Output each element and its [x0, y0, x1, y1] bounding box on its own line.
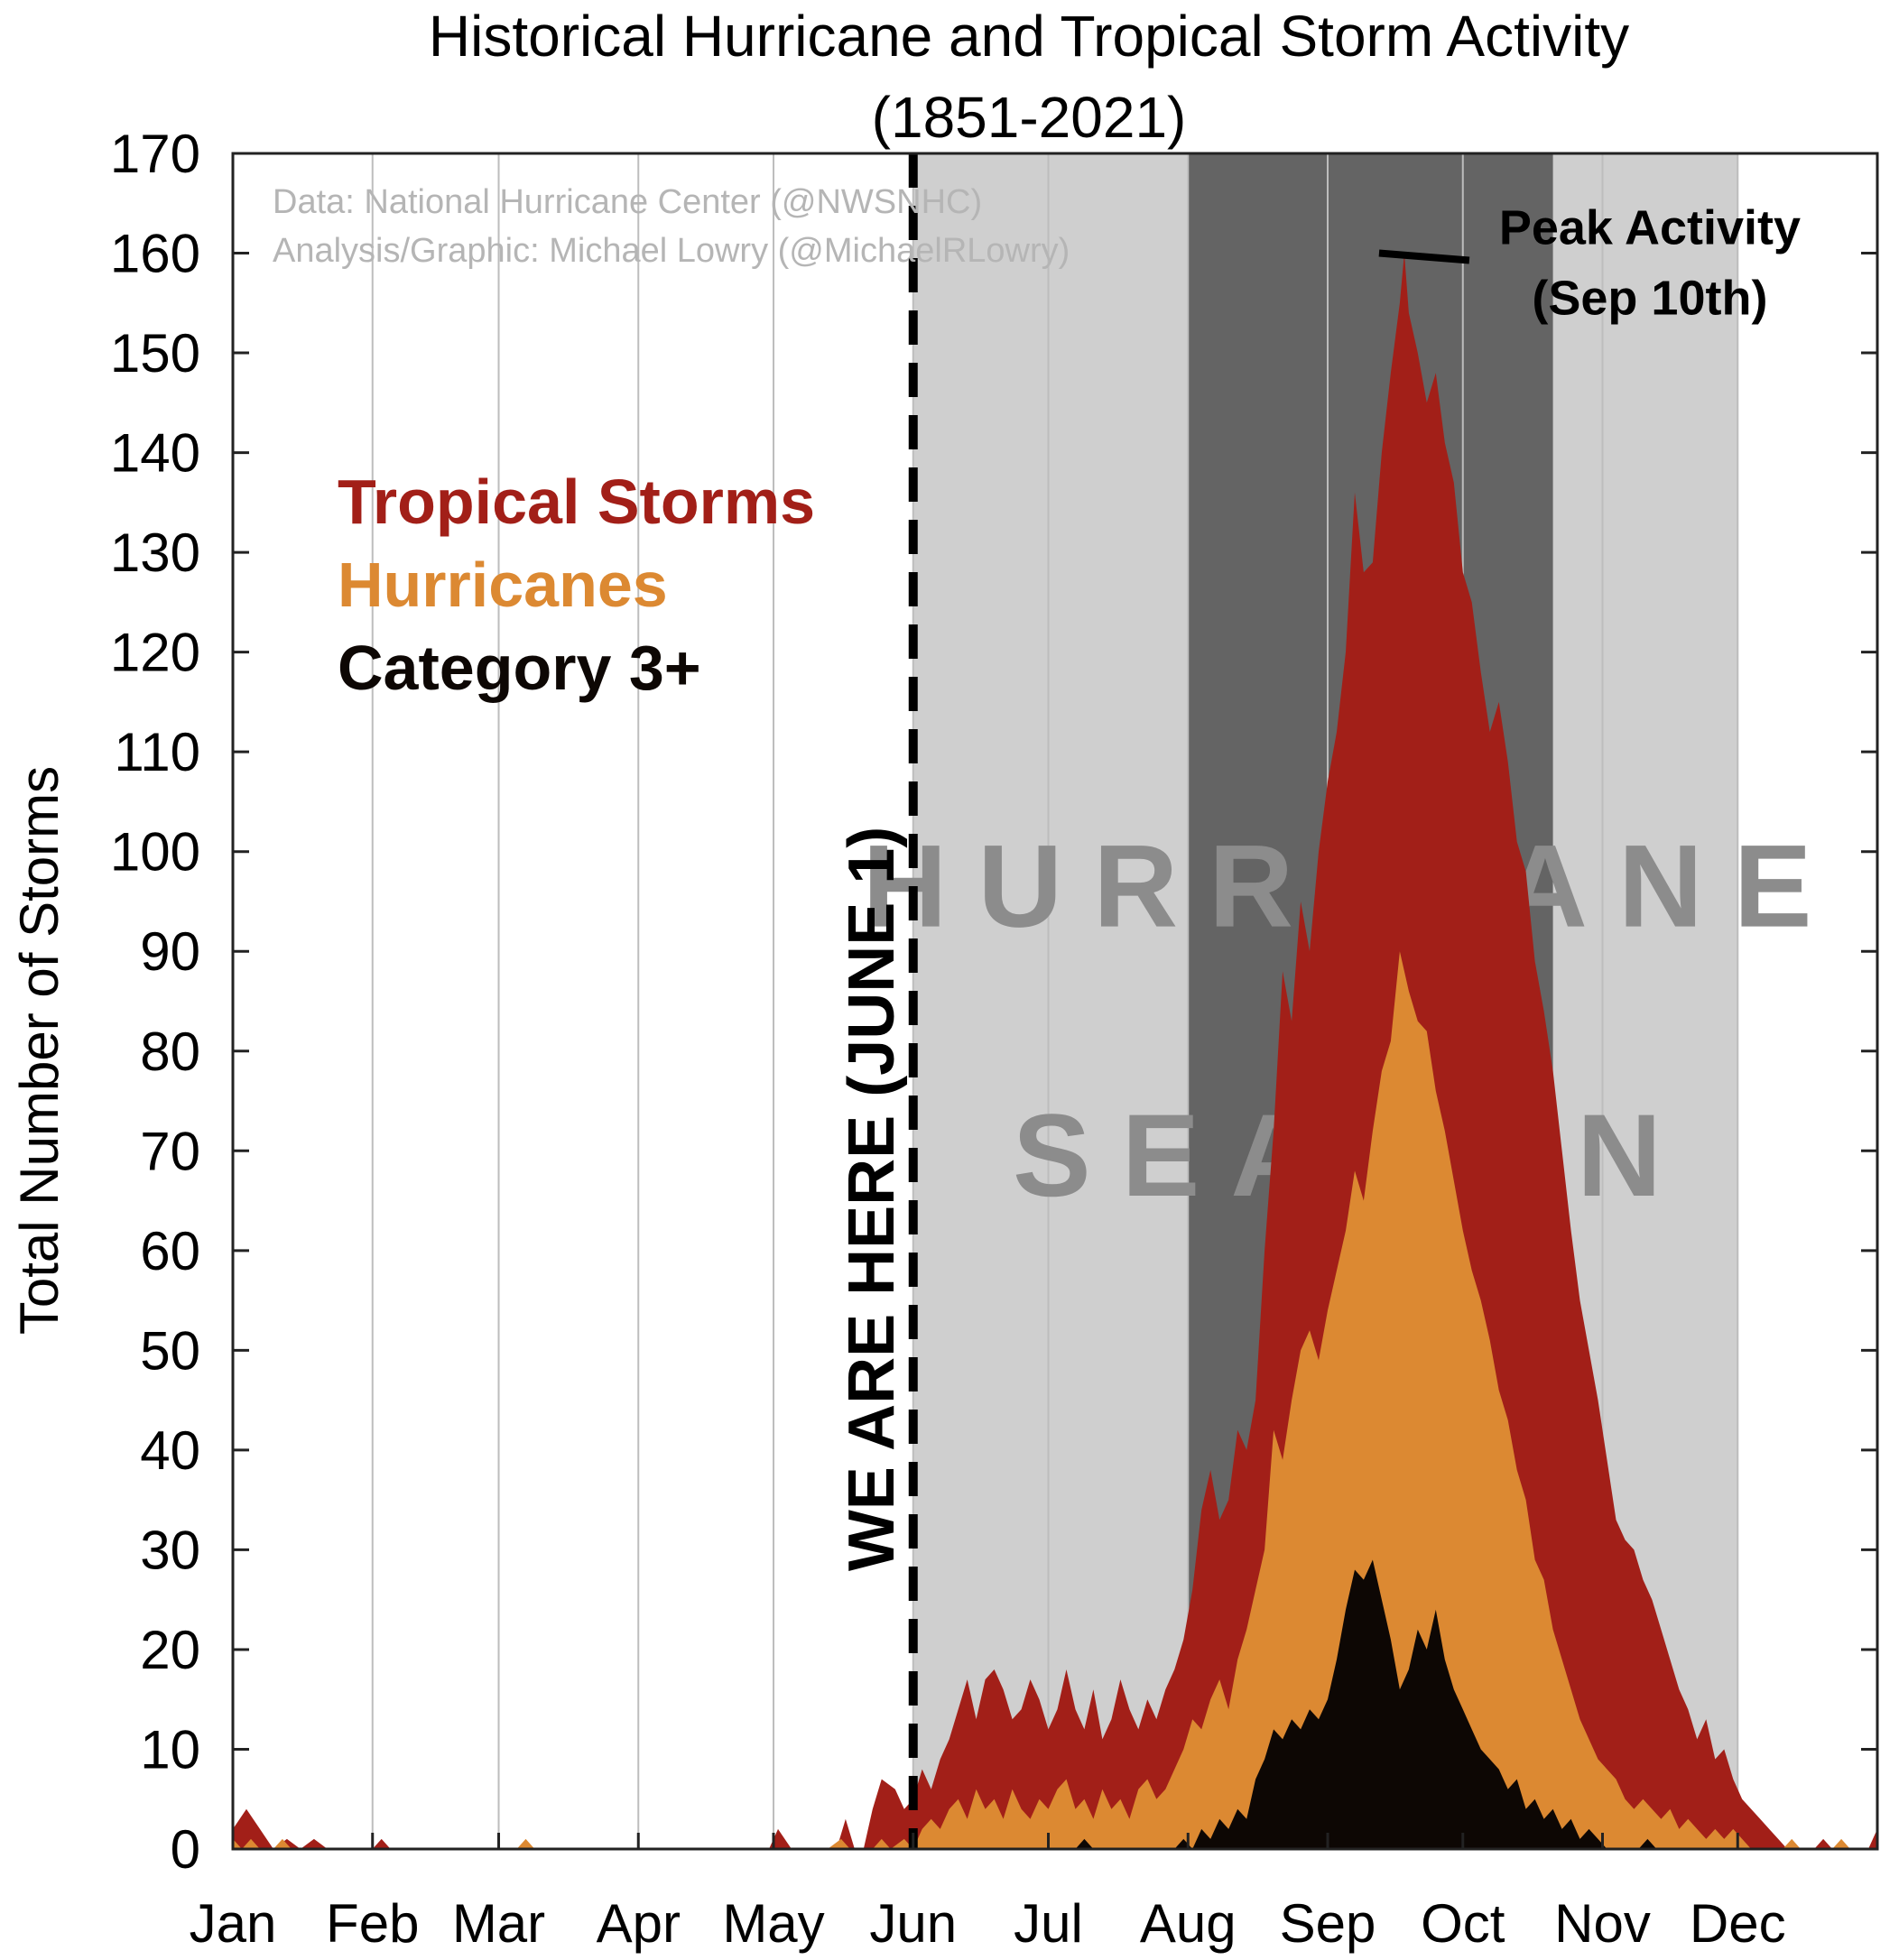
y-axis-label: Total Number of Storms: [9, 766, 69, 1335]
y-tick-label: 30: [140, 1520, 200, 1580]
area-hurricanes: [233, 951, 1877, 1849]
x-tick-label: Mar: [452, 1893, 545, 1954]
credit-analysis: Analysis/Graphic: Michael Lowry (@Michae…: [273, 232, 1070, 270]
legend-tropical-storms: Tropical Storms: [338, 467, 815, 537]
x-tick-label: Apr: [597, 1893, 681, 1954]
y-tick-label: 100: [110, 822, 200, 883]
x-tick-label: Jun: [869, 1893, 957, 1954]
june-1-marker-label: WE ARE HERE (JUNE 1): [836, 827, 908, 1571]
y-tick-label: 50: [140, 1320, 200, 1381]
chart-title: Historical Hurricane and Tropical Storm …: [429, 4, 1629, 69]
y-tick-label: 160: [110, 224, 200, 284]
x-tick-label: Jul: [1014, 1893, 1083, 1954]
y-tick-label: 70: [140, 1121, 200, 1181]
x-tick-label: Aug: [1140, 1893, 1237, 1954]
storm-areas: [233, 253, 1877, 1849]
y-tick-label: 170: [110, 124, 200, 184]
y-tick-label: 10: [140, 1719, 200, 1780]
legend-hurricanes: Hurricanes: [338, 550, 668, 620]
x-tick-label: Oct: [1421, 1893, 1505, 1954]
peak-annotation-date: (Sep 10th): [1532, 272, 1767, 326]
y-tick-label: 20: [140, 1620, 200, 1680]
y-tick-label: 110: [114, 722, 200, 782]
x-tick-label: Nov: [1554, 1893, 1651, 1954]
y-tick-label: 140: [110, 423, 200, 484]
x-tick-label: Feb: [326, 1893, 419, 1954]
credit-data: Data: National Hurricane Center (@NWSNHC…: [273, 183, 982, 221]
legend-category-3: Category 3+: [338, 633, 701, 703]
y-tick-label: 0: [171, 1819, 200, 1880]
y-axis-ticks: 0 10 20 30 40 50 60 70 80 90 100 110 120 130 140 150 160…: [110, 124, 1877, 1880]
y-tick-label: 150: [110, 323, 200, 384]
peak-pointer-line: [1378, 249, 1470, 264]
y-tick-label: 130: [110, 522, 200, 583]
chart-subtitle: (1851-2021): [872, 85, 1187, 150]
plot-frame: [231, 152, 1879, 1851]
x-tick-label: May: [722, 1893, 824, 1954]
x-tick-label: Dec: [1690, 1893, 1786, 1954]
june-1-marker: WE ARE HERE (JUNE 1): [836, 153, 918, 1849]
area-category-3-: [233, 1559, 1877, 1849]
y-tick-label: 120: [110, 623, 200, 683]
x-tick-label: Jan: [190, 1893, 277, 1954]
y-tick-label: 80: [140, 1022, 200, 1082]
x-axis-ticks: Jan Feb Mar Apr May Jun Jul Aug Sep Oct Nov Dec: [190, 1833, 1786, 1954]
y-tick-label: 40: [140, 1420, 200, 1481]
y-tick-label: 90: [140, 921, 200, 982]
y-tick-label: 60: [140, 1221, 200, 1281]
peak-annotation-title: Peak Activity: [1499, 201, 1801, 255]
x-tick-label: Sep: [1280, 1893, 1376, 1954]
